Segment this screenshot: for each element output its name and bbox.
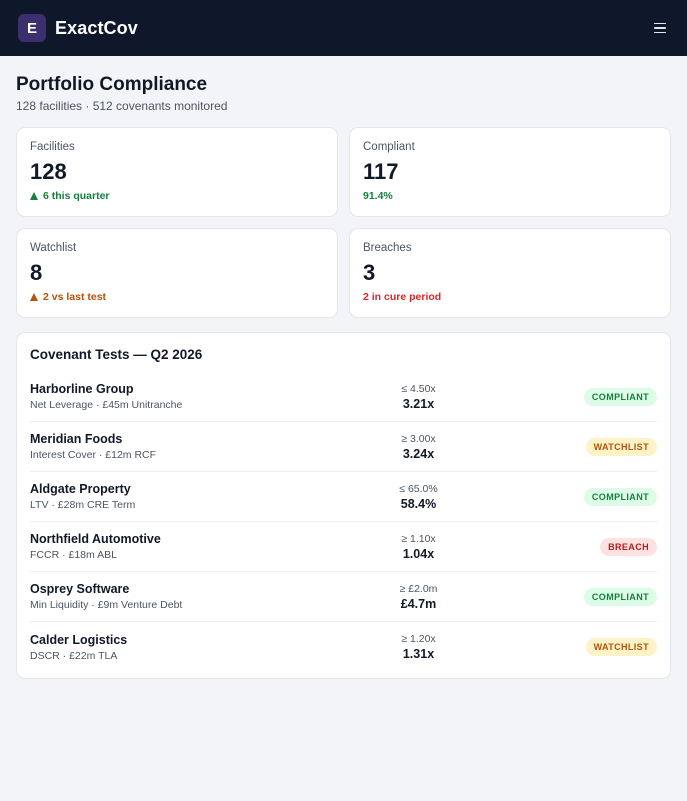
status-badge[interactable]: COMPLIANT bbox=[583, 387, 657, 406]
actual-value: 3.24x bbox=[402, 446, 435, 461]
test-info: Northfield Automotive FCCR · £18m ABL bbox=[30, 532, 290, 561]
actual-value: 1.04x bbox=[402, 546, 435, 561]
test-info: Aldgate Property LTV · £28m CRE Term bbox=[30, 482, 290, 511]
stat-label: Compliant bbox=[363, 141, 415, 153]
stat-card-watchlist[interactable]: Watchlist 8 2 vs last test bbox=[16, 228, 338, 318]
facility-name: Calder Logistics bbox=[30, 632, 128, 647]
stat-note: 91.4% bbox=[363, 190, 657, 202]
triangle-up-icon bbox=[30, 192, 38, 200]
stat-note: 2 vs last test bbox=[30, 291, 324, 303]
threshold: ≥ £2.0m bbox=[399, 582, 438, 595]
test-info: Calder Logistics DSCR · £22m TLA bbox=[30, 633, 290, 662]
test-metric: ≥ 1.10x 1.04x bbox=[290, 533, 547, 561]
actual-value: 58.4% bbox=[400, 496, 437, 511]
stat-note-text: 91.4% bbox=[363, 190, 393, 202]
stat-note-text: 6 this quarter bbox=[43, 190, 110, 202]
test-row[interactable]: Meridian Foods Interest Cover · £12m RCF… bbox=[30, 422, 657, 472]
test-metric: ≤ 4.50x 3.21x bbox=[290, 383, 547, 411]
status-badge[interactable]: WATCHLIST bbox=[585, 437, 657, 456]
facility-description: DSCR · £22m TLA bbox=[30, 649, 118, 662]
test-metric: ≥ 1.20x 1.31x bbox=[290, 633, 547, 661]
stat-value: 3 bbox=[363, 260, 376, 285]
facility-name: Harborline Group bbox=[30, 382, 134, 396]
threshold: ≥ 1.10x bbox=[401, 532, 436, 545]
page-title: Portfolio Compliance bbox=[16, 74, 208, 95]
threshold: ≤ 4.50x bbox=[401, 382, 436, 395]
status-badge[interactable]: WATCHLIST bbox=[585, 638, 657, 656]
test-info: Osprey Software Min Liquidity · £9m Vent… bbox=[30, 582, 290, 611]
facility-name: Aldgate Property bbox=[30, 482, 131, 496]
stat-label: Breaches bbox=[363, 242, 412, 254]
test-info: Harborline Group Net Leverage · £45m Uni… bbox=[30, 382, 290, 411]
test-row[interactable]: Harborline Group Net Leverage · £45m Uni… bbox=[30, 372, 657, 422]
brand[interactable]: E ExactCov bbox=[18, 14, 138, 42]
covenant-test-list: Harborline Group Net Leverage · £45m Uni… bbox=[30, 372, 657, 672]
facility-name: Northfield Automotive bbox=[30, 532, 161, 546]
facility-description: FCCR · £18m ABL bbox=[30, 549, 117, 561]
actual-value: £4.7m bbox=[400, 596, 437, 611]
threshold: ≥ 1.20x bbox=[401, 633, 436, 645]
threshold: ≤ 65.0% bbox=[399, 482, 438, 495]
covenant-tests-title: Covenant Tests — Q2 2026 bbox=[30, 347, 203, 362]
stat-value: 117 bbox=[363, 159, 399, 184]
test-metric: ≥ £2.0m £4.7m bbox=[290, 583, 547, 611]
stat-note-text: 2 in cure period bbox=[363, 291, 442, 303]
actual-value: 3.21x bbox=[402, 396, 435, 411]
test-row[interactable]: Aldgate Property LTV · £28m CRE Term ≤ 6… bbox=[30, 472, 657, 522]
test-info: Meridian Foods Interest Cover · £12m RCF bbox=[30, 432, 290, 461]
facility-description: Interest Cover · £12m RCF bbox=[30, 449, 157, 461]
covenant-tests-card: Covenant Tests — Q2 2026 Harborline Grou… bbox=[16, 332, 671, 679]
facility-description: LTV · £28m CRE Term bbox=[30, 499, 136, 511]
stat-note-text: 2 vs last test bbox=[43, 291, 107, 303]
stat-note: 6 this quarter bbox=[30, 190, 324, 202]
test-metric: ≤ 65.0% 58.4% bbox=[290, 483, 547, 511]
facility-description: Net Leverage · £45m Unitranche bbox=[30, 399, 183, 411]
status-badge[interactable]: COMPLIANT bbox=[583, 487, 657, 506]
threshold: ≥ 3.00x bbox=[401, 432, 436, 445]
app-logo: E bbox=[18, 14, 46, 42]
stat-card-compliant[interactable]: Compliant 117 91.4% bbox=[349, 127, 671, 217]
facility-name: Meridian Foods bbox=[30, 432, 123, 446]
app-name: ExactCov bbox=[55, 17, 138, 38]
main-content: Portfolio Compliance 128 facilities · 51… bbox=[0, 56, 687, 679]
stats-grid: Facilities 128 6 this quarter Compliant … bbox=[16, 127, 671, 318]
stat-note: 2 in cure period bbox=[363, 291, 657, 303]
stat-card-facilities[interactable]: Facilities 128 6 this quarter bbox=[16, 127, 338, 217]
hamburger-menu-icon[interactable] bbox=[649, 17, 671, 39]
status-badge[interactable]: COMPLIANT bbox=[583, 587, 657, 606]
facility-name: Osprey Software bbox=[30, 582, 130, 596]
test-row[interactable]: Calder Logistics DSCR · £22m TLA ≥ 1.20x… bbox=[30, 622, 657, 672]
facility-description: Min Liquidity · £9m Venture Debt bbox=[30, 599, 183, 611]
top-bar: E ExactCov bbox=[0, 0, 687, 56]
stat-card-breaches[interactable]: Breaches 3 2 in cure period bbox=[349, 228, 671, 318]
stat-label: Facilities bbox=[30, 141, 75, 153]
test-row[interactable]: Osprey Software Min Liquidity · £9m Vent… bbox=[30, 572, 657, 622]
test-row[interactable]: Northfield Automotive FCCR · £18m ABL ≥ … bbox=[30, 522, 657, 572]
test-metric: ≥ 3.00x 3.24x bbox=[290, 433, 547, 461]
actual-value: 1.31x bbox=[402, 647, 435, 661]
page-subtitle: 128 facilities · 512 covenants monitored bbox=[16, 99, 228, 113]
stat-value: 128 bbox=[30, 159, 67, 184]
stat-value: 8 bbox=[30, 260, 43, 285]
status-badge[interactable]: BREACH bbox=[600, 537, 657, 556]
stat-label: Watchlist bbox=[30, 242, 77, 254]
triangle-up-icon bbox=[30, 293, 38, 301]
